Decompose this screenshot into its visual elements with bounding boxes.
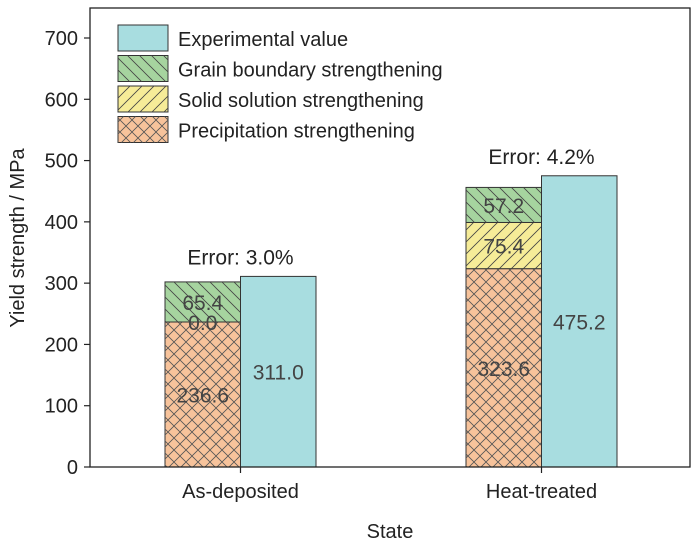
legend-swatch-pattern bbox=[118, 55, 168, 82]
data-label-experimental-value: 311.0 bbox=[253, 362, 304, 385]
bar-pattern-grain-boundary-strengthening bbox=[165, 281, 241, 322]
legend-label: Precipitation strengthening bbox=[178, 121, 415, 143]
plot-frame bbox=[89, 7, 691, 468]
data-label-grain-boundary-strengthening: 57.2 bbox=[483, 195, 524, 218]
data-label-solid-solution-strengthening: 75.4 bbox=[483, 236, 524, 259]
bar-pattern-precipitation-strengthening bbox=[466, 268, 542, 467]
y-tick-label: 200 bbox=[45, 334, 78, 356]
legend-label: Experimental value bbox=[178, 29, 348, 51]
data-label-experimental-value: 475.2 bbox=[553, 311, 606, 334]
y-tick-label: 300 bbox=[45, 273, 78, 295]
bar-pattern-solid-solution-strengthening bbox=[466, 222, 542, 269]
error-annotation: Error: 3.0% bbox=[187, 246, 293, 269]
bar-experimental-value bbox=[240, 275, 317, 468]
x-tick-label: Heat-treated bbox=[486, 481, 597, 503]
bar-experimental-value bbox=[541, 175, 618, 468]
data-label-precipitation-strengthening: 323.6 bbox=[477, 358, 530, 381]
error-annotation: Error: 4.2% bbox=[488, 146, 594, 169]
bar-pattern-precipitation-strengthening bbox=[165, 321, 241, 467]
y-tick-label: 600 bbox=[45, 89, 78, 111]
legend-swatch-pattern bbox=[118, 116, 168, 143]
y-tick-label: 700 bbox=[45, 28, 78, 50]
bar-pattern-grain-boundary-strengthening bbox=[466, 187, 542, 223]
y-tick-label: 0 bbox=[67, 457, 78, 479]
y-tick-label: 400 bbox=[45, 212, 78, 234]
legend-swatch-pattern bbox=[118, 86, 168, 112]
legend-label: Solid solution strengthening bbox=[178, 90, 424, 112]
legend-swatch bbox=[117, 24, 169, 52]
y-tick-label: 100 bbox=[45, 396, 78, 418]
data-label-solid-solution-strengthening: 0.0 bbox=[188, 312, 217, 335]
data-label-precipitation-strengthening: 236.6 bbox=[176, 384, 229, 407]
legend-label: Grain boundary strengthening bbox=[178, 60, 443, 82]
y-axis-label: Yield strength / MPa bbox=[7, 147, 29, 327]
y-tick-label: 500 bbox=[45, 151, 78, 173]
x-axis-label: State bbox=[367, 521, 414, 543]
data-label-grain-boundary-strengthening: 65.4 bbox=[182, 292, 223, 315]
x-tick-label: As-deposited bbox=[182, 481, 299, 503]
